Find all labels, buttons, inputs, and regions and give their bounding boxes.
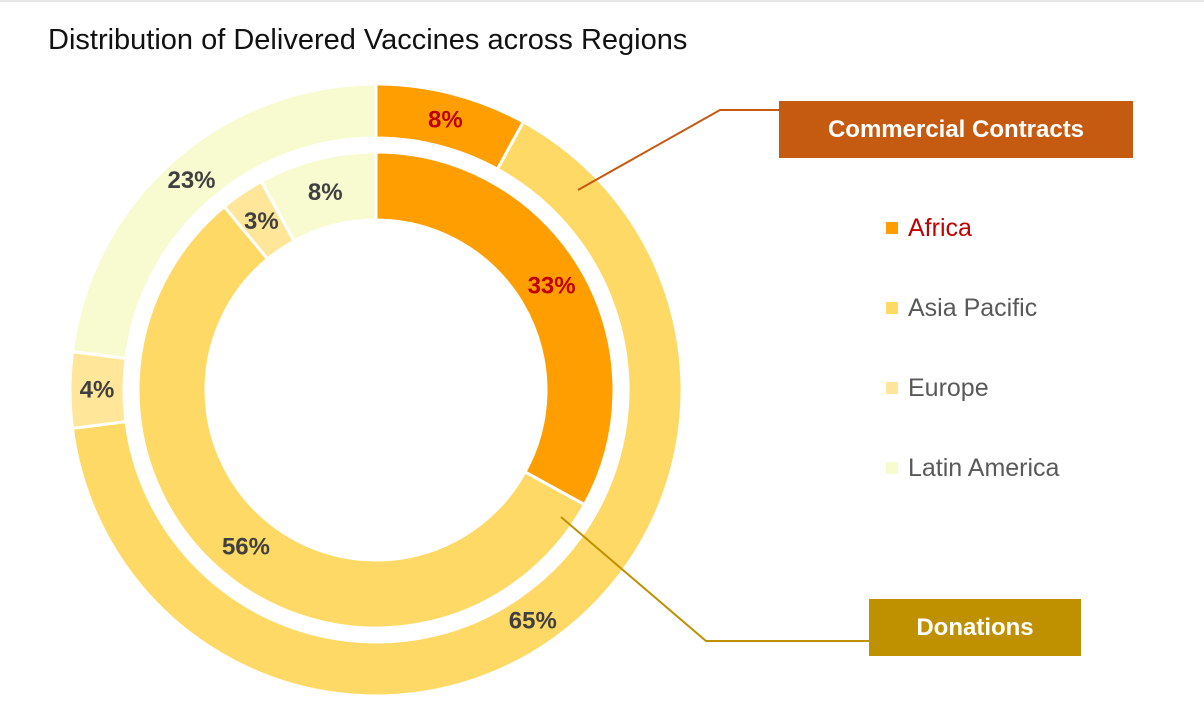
inner-ring-label-europe: 3% [244, 208, 279, 235]
commercial-contracts-tag: Commercial Contracts [779, 101, 1133, 158]
outer-ring-slice-asia-pacific [70, 119, 684, 698]
commercial-contracts-leader-line [577, 109, 779, 191]
top-border-line [0, 0, 1204, 2]
inner-ring-label-asia-pacific: 56% [222, 534, 270, 561]
legend-swatch-africa [886, 222, 898, 234]
donations-tag: Donations [869, 599, 1081, 656]
inner-ring-label-africa: 33% [528, 273, 576, 300]
inner-ring-slice-africa [374, 150, 616, 507]
donations-leader-line [560, 516, 869, 642]
inner-ring-label-latin-america: 8% [308, 179, 343, 206]
legend-swatch-asia-pacific [886, 302, 898, 314]
legend-swatch-europe [886, 382, 898, 394]
legend: Africa Asia Pacific Europe Latin America [886, 210, 1059, 530]
chart-title: Distribution of Delivered Vaccines acros… [48, 24, 688, 56]
legend-label-latin-america: Latin America [908, 453, 1060, 482]
legend-item-asia-pacific: Asia Pacific [886, 290, 1059, 326]
legend-label-asia-pacific: Asia Pacific [908, 293, 1038, 322]
inner-ring-slice-asia-pacific [136, 204, 587, 630]
outer-ring-label-africa: 8% [428, 106, 463, 133]
legend-item-europe: Europe [886, 370, 1059, 406]
legend-label-africa: Africa [908, 213, 972, 242]
legend-item-latin-america: Latin America [886, 450, 1059, 486]
legend-item-africa: Africa [886, 210, 1059, 246]
outer-ring-label-europe: 4% [80, 377, 115, 404]
legend-swatch-latin-america [886, 462, 898, 474]
outer-ring-label-asia-pacific: 65% [509, 607, 557, 634]
outer-ring-slice-latin-america [70, 82, 378, 361]
legend-label-europe: Europe [908, 373, 989, 402]
outer-ring-label-latin-america: 23% [167, 167, 215, 194]
inner-ring-slice-latin-america [259, 150, 378, 244]
